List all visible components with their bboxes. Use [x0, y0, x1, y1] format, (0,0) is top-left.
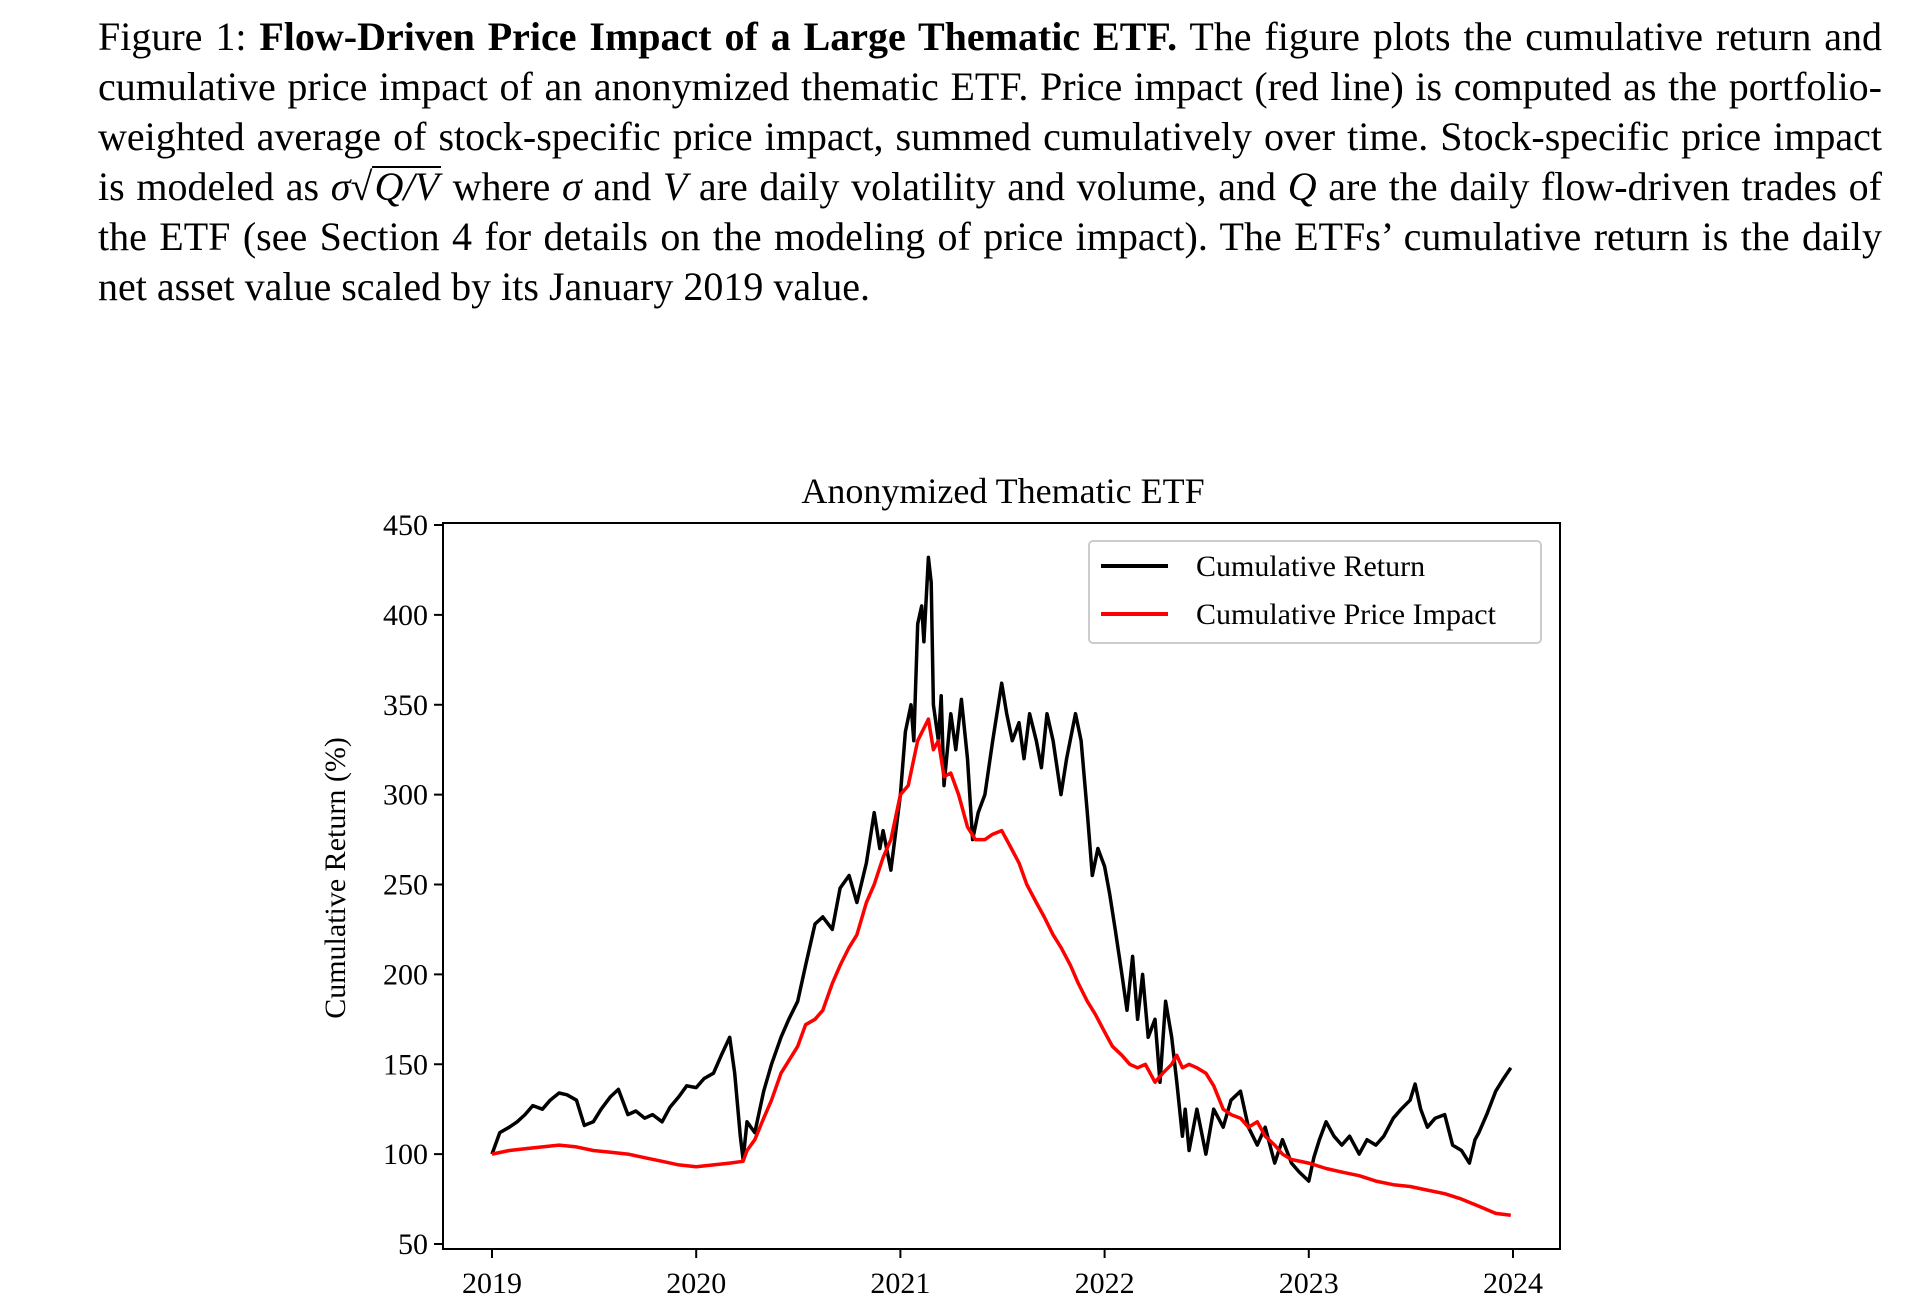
legend-label-cumulative-return: Cumulative Return — [1196, 550, 1425, 583]
y-tick-label: 250 — [383, 869, 428, 902]
caption-body: and — [581, 164, 663, 209]
math-q: Q — [1287, 164, 1317, 209]
y-tick-label: 400 — [383, 599, 428, 632]
caption-label: Figure 1: — [98, 14, 247, 59]
x-tick-label: 2019 — [462, 1267, 522, 1300]
math-v: V — [662, 164, 688, 209]
math-q-over-v: Q/V — [372, 164, 441, 209]
y-tick-label: 100 — [383, 1138, 428, 1171]
legend: Cumulative Return Cumulative Price Impac… — [1088, 540, 1542, 644]
figure-caption: Figure 1: Flow-Driven Price Impact of a … — [98, 12, 1882, 312]
math-sigma: σ — [330, 164, 351, 209]
y-tick-label: 350 — [383, 689, 428, 722]
series-line-cumulative-price-impact — [491, 717, 1512, 1217]
caption-body: are the daily flow-driven trades of the … — [98, 164, 1882, 309]
plot-frame — [442, 522, 1561, 1250]
y-tick-label: 50 — [398, 1228, 428, 1261]
x-tick-label: 2020 — [666, 1267, 726, 1300]
y-axis-label: Cumulative Return (%) — [319, 737, 352, 1019]
y-tick-label: 200 — [383, 958, 428, 991]
series-line-cumulative-return — [490, 555, 1513, 1183]
plot-lines — [490, 555, 1513, 1217]
x-tick-label: 2024 — [1483, 1267, 1543, 1300]
x-tick-label: 2021 — [870, 1267, 930, 1300]
math-sqrt-sign: √ — [350, 164, 373, 209]
x-tick-label: 2022 — [1075, 1267, 1135, 1300]
caption-body: are daily volatility and volume, and — [687, 164, 1288, 209]
y-tick-label: 450 — [383, 509, 428, 542]
y-tick-label: 150 — [383, 1048, 428, 1081]
legend-box — [1088, 540, 1542, 644]
caption-title: Flow-Driven Price Impact of a Large Them… — [259, 14, 1178, 59]
caption-body: The figure plots the cumulative return a… — [98, 14, 1883, 209]
x-tick-label: 2023 — [1279, 1267, 1339, 1300]
axes: 2019 2020 2021 2022 2023 2024 50 100 150 200 250 30… — [383, 509, 1543, 1300]
y-tick-label: 300 — [383, 779, 428, 812]
legend-label-cumulative-price-impact: Cumulative Price Impact — [1196, 598, 1497, 631]
caption-body: where — [440, 164, 562, 209]
math-sigma: σ — [561, 164, 582, 209]
chart-title: Anonymized Thematic ETF — [801, 471, 1204, 511]
